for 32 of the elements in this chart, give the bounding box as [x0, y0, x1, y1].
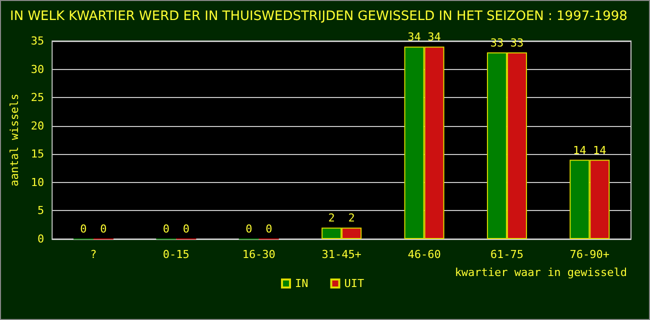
x-tick-label: 0-15 — [162, 248, 190, 261]
x-tick-label: 16-30 — [242, 248, 276, 261]
x-tick-label: ? — [90, 248, 97, 261]
x-tick-label: 61-75 — [490, 248, 524, 261]
y-axis-title: aantal wissels — [8, 94, 21, 186]
data-label: 2 — [328, 212, 335, 225]
data-label: 34 — [428, 30, 442, 44]
y-tick-label: 5 — [38, 204, 44, 218]
y-tick-label: 0 — [38, 232, 44, 246]
y-tick-label: 20 — [30, 119, 44, 132]
data-label: 0 — [246, 222, 252, 236]
x-axis-title: kwartier waar in gewisseld — [454, 266, 627, 279]
data-label: 0 — [266, 222, 272, 236]
x-tick-label: 76-90+ — [570, 248, 610, 261]
x-tick-label: 46-60 — [408, 248, 441, 261]
chart-title: IN WELK KWARTIER WERD ER IN THUISWEDSTRIJDEN GEWISSELD IN HET SEIZOEN : 1997-1998 — [10, 9, 628, 24]
data-label: 0 — [80, 222, 87, 236]
y-tick-label: 10 — [30, 176, 44, 189]
y-tick-label: 35 — [30, 34, 44, 48]
data-label: 14 — [593, 144, 607, 157]
y-tick-label: 15 — [30, 148, 44, 161]
legend-label: IN — [295, 277, 308, 290]
data-label: 14 — [573, 144, 587, 157]
data-label: 2 — [348, 212, 355, 225]
x-tick-label: 31-45+ — [322, 248, 362, 261]
y-tick-label: 25 — [30, 91, 44, 104]
data-label: 0 — [182, 222, 190, 236]
legend-label: UIT — [344, 277, 364, 290]
data-label: 34 — [408, 30, 422, 44]
data-label: 0 — [162, 222, 170, 236]
data-label: 0 — [100, 222, 107, 236]
y-tick-label: 30 — [30, 62, 44, 76]
